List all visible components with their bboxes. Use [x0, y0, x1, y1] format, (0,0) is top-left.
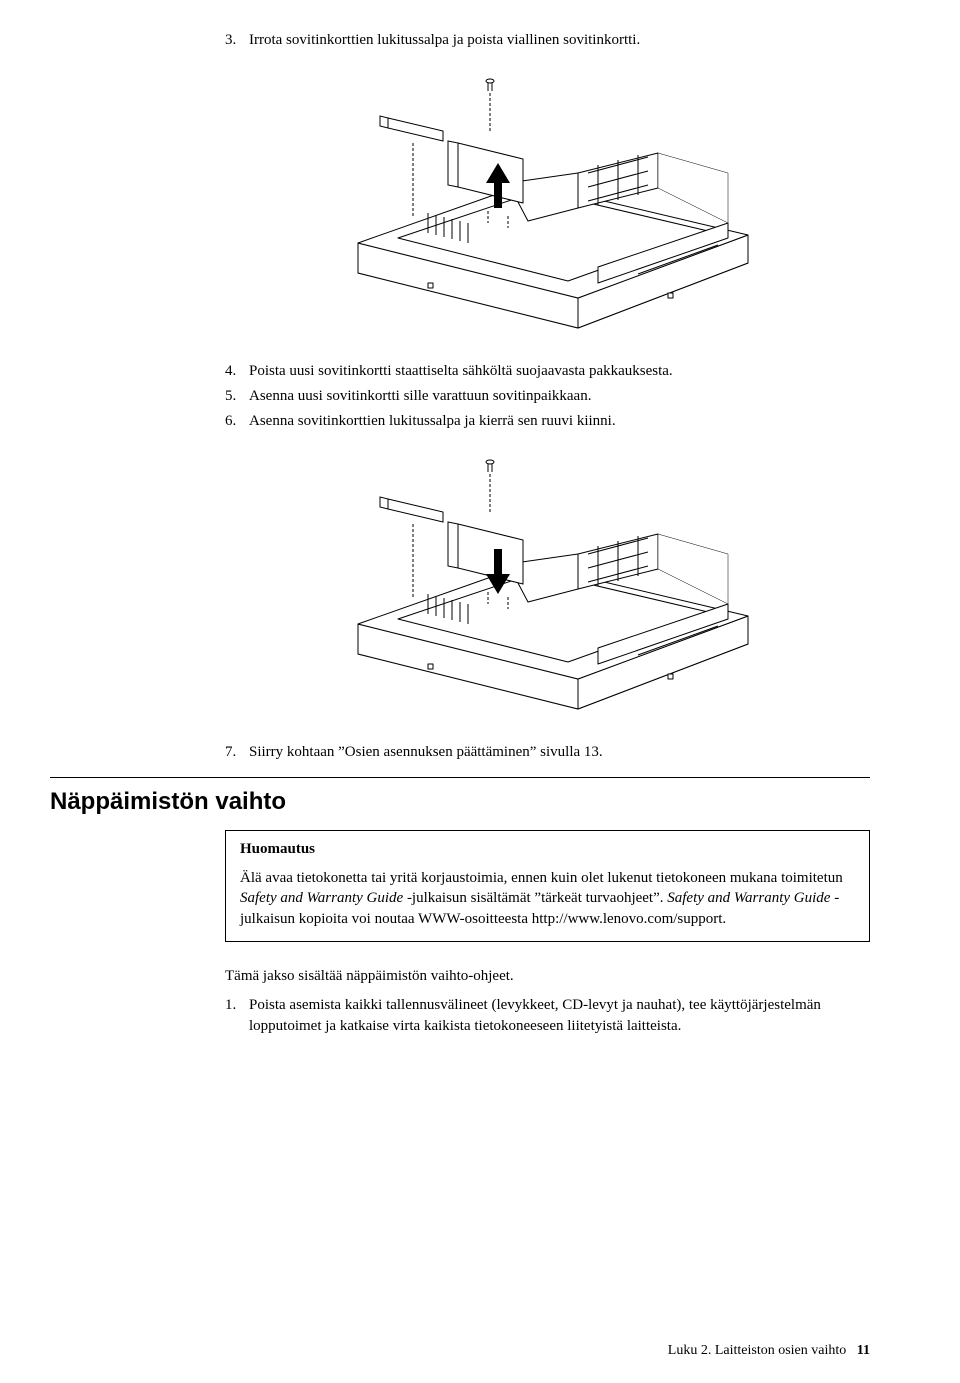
notice-title: Huomautus — [240, 841, 855, 858]
section-divider — [50, 777, 870, 778]
list-item: 7. Siirry kohtaan ”Osien asennuksen päät… — [225, 742, 870, 763]
steps-group-c: 7. Siirry kohtaan ”Osien asennuksen päät… — [225, 742, 870, 763]
list-number: 3. — [225, 30, 249, 51]
list-item: 6. Asenna sovitinkorttien lukitussalpa j… — [225, 411, 870, 432]
list-item: 1. Poista asemista kaikki tallennusvälin… — [225, 995, 870, 1037]
footer-chapter: Luku 2. Laitteiston osien vaihto — [668, 1343, 846, 1358]
notice-text-pre: Älä avaa tietokonetta tai yritä korjaust… — [240, 870, 843, 886]
list-text: Asenna sovitinkorttien lukitussalpa ja k… — [249, 411, 870, 432]
notice-box: Huomautus Älä avaa tietokonetta tai yrit… — [225, 830, 870, 942]
list-item: 3. Irrota sovitinkorttien lukitussalpa j… — [225, 30, 870, 51]
list-item: 4. Poista uusi sovitinkortti staattiselt… — [225, 361, 870, 382]
list-item: 5. Asenna uusi sovitinkortti sille varat… — [225, 386, 870, 407]
steps-group-b: 4. Poista uusi sovitinkortti staattiselt… — [225, 361, 870, 432]
list-number: 4. — [225, 361, 249, 382]
list-text: Asenna uusi sovitinkortti sille varattuu… — [249, 386, 870, 407]
list-number: 7. — [225, 742, 249, 763]
list-number: 1. — [225, 995, 249, 1037]
notice-text-ital2: Safety and Warranty Guide — [667, 890, 830, 906]
list-text: Poista uusi sovitinkortti staattiselta s… — [249, 361, 870, 382]
notice-text-ital1: Safety and Warranty Guide — [240, 890, 403, 906]
computer-illustration-1 — [298, 63, 798, 343]
intro-paragraph: Tämä jakso sisältää näppäimistön vaihto-… — [225, 966, 870, 987]
steps-group-a: 3. Irrota sovitinkorttien lukitussalpa j… — [225, 30, 870, 51]
list-text: Irrota sovitinkorttien lukitussalpa ja p… — [249, 30, 870, 51]
list-number: 5. — [225, 386, 249, 407]
figure-region-1 — [225, 63, 870, 343]
footer-page-number: 11 — [857, 1343, 870, 1358]
list-text: Poista asemista kaikki tallennusvälineet… — [249, 995, 870, 1037]
notice-body: Älä avaa tietokonetta tai yritä korjaust… — [240, 868, 855, 929]
computer-illustration-2 — [298, 444, 798, 724]
figure-region-2 — [225, 444, 870, 724]
page-footer: Luku 2. Laitteiston osien vaihto 11 — [668, 1343, 870, 1359]
list-number: 6. — [225, 411, 249, 432]
notice-text-mid: -julkaisun sisältämät ”tärkeät turvaohje… — [403, 890, 667, 906]
section-heading: Näppäimistön vaihto — [50, 788, 870, 816]
list-text: Siirry kohtaan ”Osien asennuksen päättäm… — [249, 742, 870, 763]
